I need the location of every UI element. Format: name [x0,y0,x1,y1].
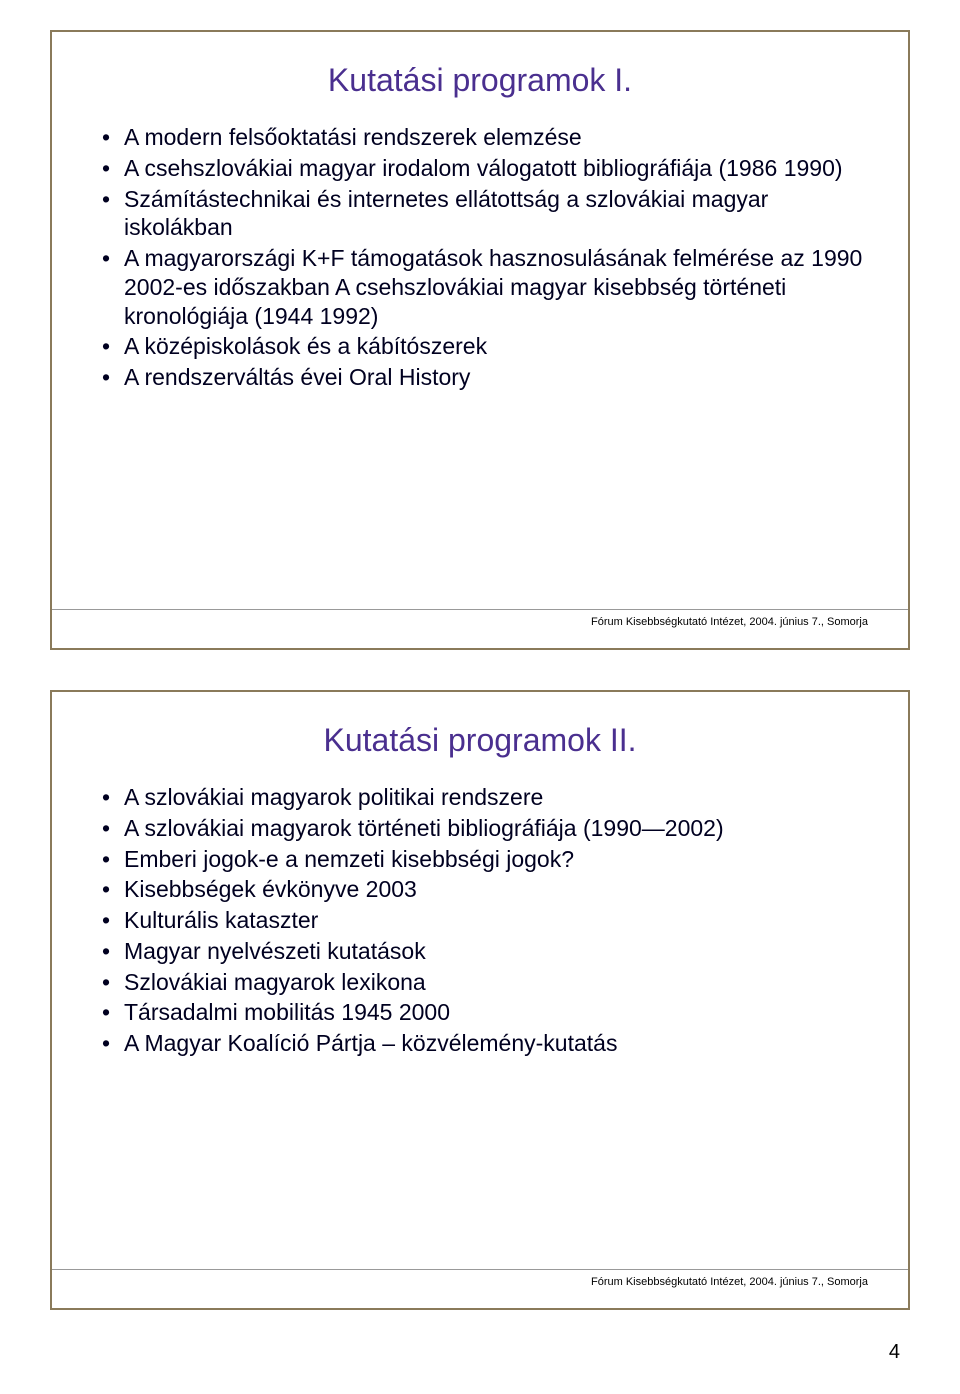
slide-1: Kutatási programok I. A modern felsőokta… [50,30,910,650]
list-item: Kulturális kataszter [102,906,868,935]
list-item: Szlovákiai magyarok lexikona [102,968,868,997]
list-item: A csehszlovákiai magyar irodalom válogat… [102,154,868,183]
list-item: Társadalmi mobilitás 1945 2000 [102,998,868,1027]
list-item: A Magyar Koalíció Pártja – közvélemény-k… [102,1029,868,1058]
slide-2: Kutatási programok II. A szlovákiai magy… [50,690,910,1310]
slide-footer: Fórum Kisebbségkutató Intézet, 2004. jún… [591,616,868,628]
footer-divider [52,609,908,610]
list-item: A rendszerváltás évei Oral History [102,363,868,392]
list-item: A modern felsőoktatási rendszerek elemzé… [102,123,868,152]
document-page: Kutatási programok I. A modern felsőokta… [0,0,960,1370]
list-item: Kisebbségek évkönyve 2003 [102,875,868,904]
slide-footer: Fórum Kisebbségkutató Intézet, 2004. jún… [591,1276,868,1288]
list-item: A középiskolások és a kábítószerek [102,332,868,361]
list-item: A szlovákiai magyarok történeti bibliogr… [102,814,868,843]
list-item: Magyar nyelvészeti kutatások [102,937,868,966]
bullet-list: A szlovákiai magyarok politikai rendszer… [92,783,868,1058]
slide-title: Kutatási programok II. [92,722,868,759]
page-number: 4 [889,1341,900,1364]
footer-divider [52,1269,908,1270]
list-item: Számítástechnikai és internetes ellátott… [102,185,868,243]
bullet-list: A modern felsőoktatási rendszerek elemzé… [92,123,868,392]
list-item: A szlovákiai magyarok politikai rendszer… [102,783,868,812]
list-item: A magyarországi K+F támogatások hasznosu… [102,244,868,330]
list-item: Emberi jogok-e a nemzeti kisebbségi jogo… [102,845,868,874]
slide-title: Kutatási programok I. [92,62,868,99]
